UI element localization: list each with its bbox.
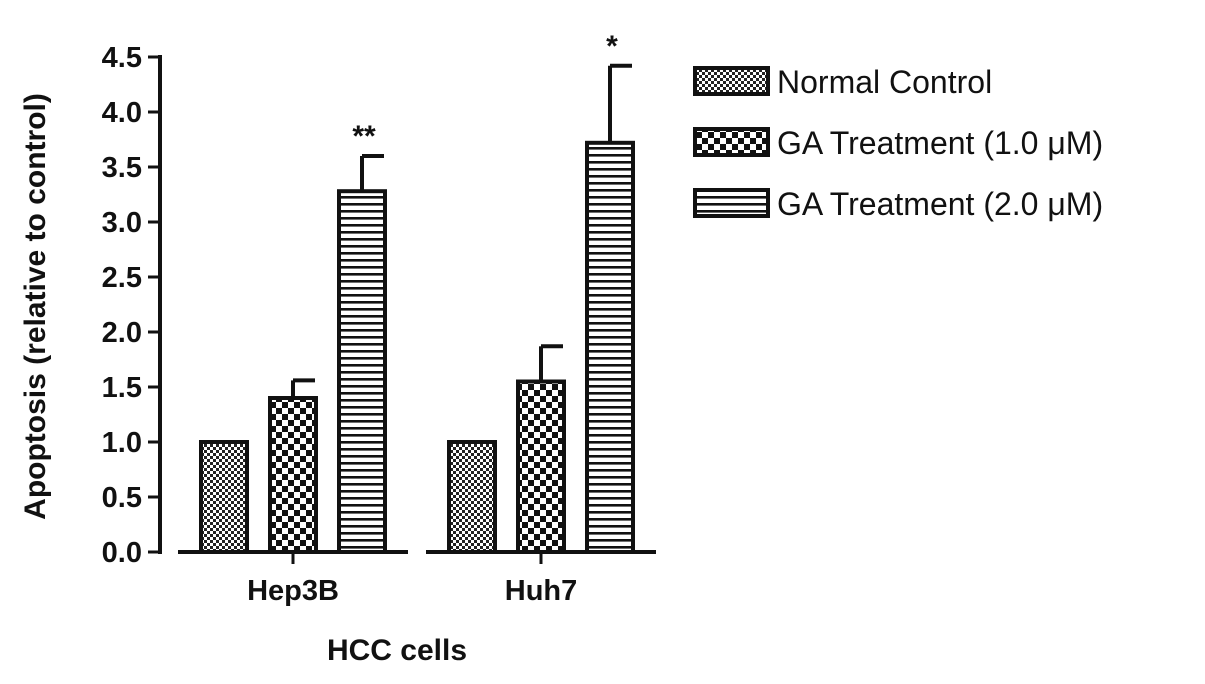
legend-label: Normal Control: [777, 64, 992, 100]
legend-swatch: [693, 66, 770, 96]
legend: Normal Control GA Treatment (1.0 μM) GA Tr…: [693, 64, 1103, 222]
legend-swatch: [693, 127, 770, 157]
y-axis-title: Apoptosis (relative to control): [19, 93, 52, 520]
category-label: Huh7: [505, 575, 578, 607]
bar: [199, 440, 249, 554]
x-axis-title: HCC cells: [327, 634, 467, 667]
legend-label: GA Treatment (2.0 μM): [777, 186, 1103, 222]
category-label: Hep3B: [247, 575, 339, 607]
bars-group: [199, 63, 635, 555]
y-tick-label: 2.0: [102, 317, 142, 349]
y-tick-label: 4.5: [102, 42, 142, 74]
bar: [585, 140, 635, 555]
y-tick-label: 0.5: [102, 482, 142, 514]
legend-label: GA Treatment (1.0 μM): [777, 125, 1103, 161]
y-tick-label: 3.0: [102, 207, 142, 239]
bar: [337, 189, 387, 554]
y-tick-label: 2.5: [102, 262, 142, 294]
significance-label: **: [352, 120, 376, 153]
legend-swatch: [693, 188, 770, 218]
labels-group: 0.0 0.5 1.0 1.5 2.0 2.5 3.0 3.5 4.0 4.5 Apoptosis …: [19, 30, 618, 667]
y-tick-label: 1.0: [102, 427, 142, 459]
bar: [447, 440, 497, 554]
y-tick-label: 1.5: [102, 372, 142, 404]
y-tick-label: 0.0: [102, 537, 142, 569]
y-tick-label: 4.0: [102, 97, 142, 129]
bar: [268, 396, 318, 554]
y-tick-label: 3.5: [102, 152, 142, 184]
significance-label: *: [606, 30, 618, 63]
bar: [516, 379, 566, 554]
